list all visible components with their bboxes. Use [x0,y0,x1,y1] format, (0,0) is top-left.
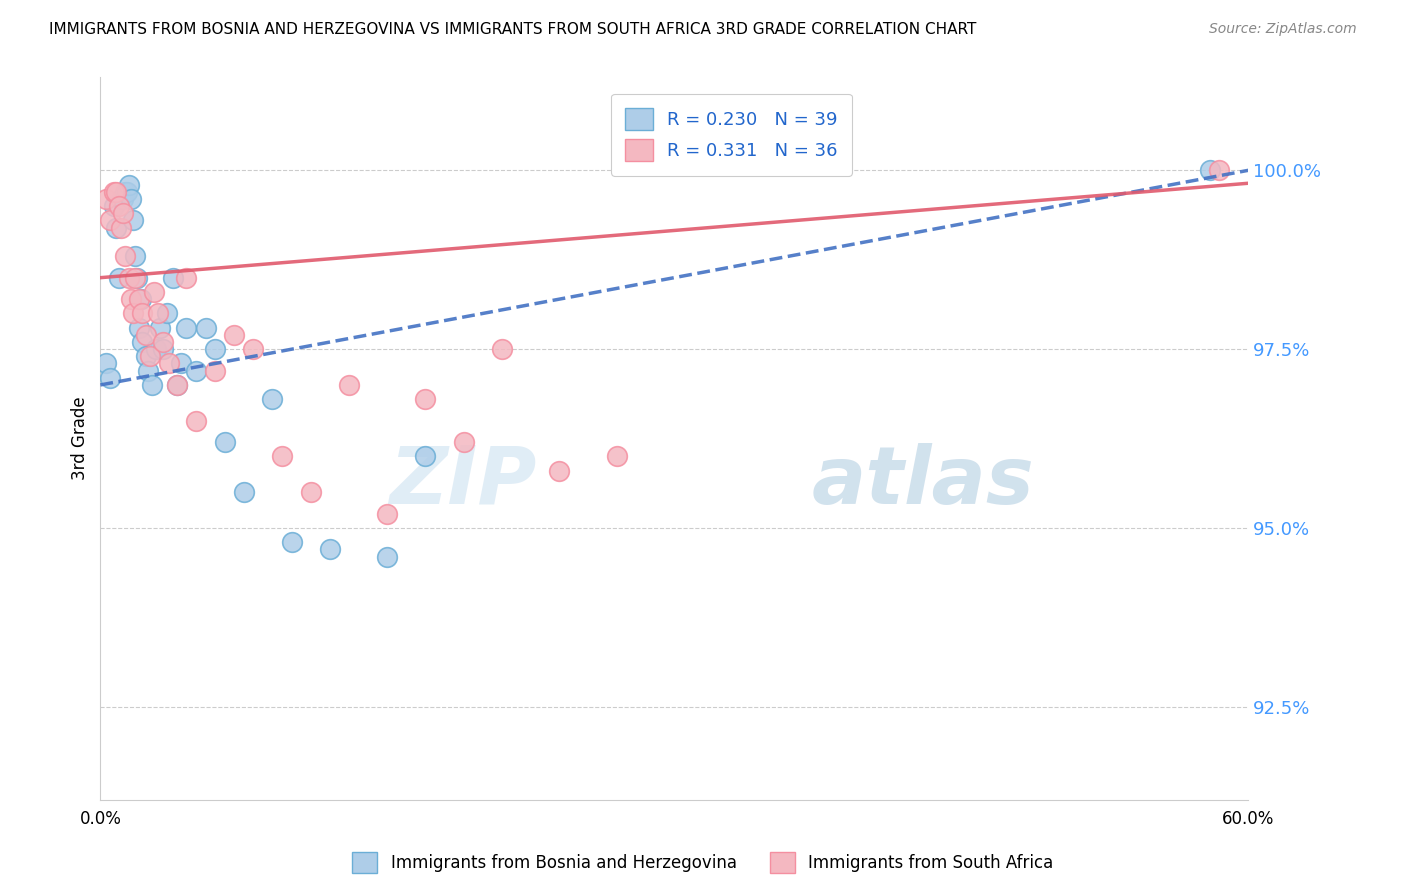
Text: Source: ZipAtlas.com: Source: ZipAtlas.com [1209,22,1357,37]
Point [135,349,157,363]
Point [112,192,135,206]
Point [280,535,302,549]
Text: 60.0%: 60.0% [1222,811,1274,829]
Legend: Immigrants from Bosnia and Herzegovina, Immigrants from South Africa: Immigrants from Bosnia and Herzegovina, … [346,846,1060,880]
Point [110,220,132,235]
Point [170,357,193,371]
Point [108,199,131,213]
Point [135,327,157,342]
Point [146,306,169,320]
Point [337,378,360,392]
Point [129,292,152,306]
Point [375,507,398,521]
Point [162,270,184,285]
Point [194,320,217,334]
Point [115,185,138,199]
Point [136,364,159,378]
Point [184,414,207,428]
Point [128,292,150,306]
Point [156,306,179,320]
Point [114,185,136,199]
Text: ZIP: ZIP [389,443,537,521]
Point [110,192,132,206]
Point [124,270,146,285]
Point [214,435,236,450]
Point [142,285,165,299]
Point [104,220,127,235]
Point [104,185,127,199]
Point [415,392,437,407]
Point [319,542,342,557]
Point [112,206,135,220]
Point [1198,163,1220,178]
Point [124,249,146,263]
Point [120,292,142,306]
Point [375,549,398,564]
Point [149,320,172,334]
Point [94,357,117,371]
Text: IMMIGRANTS FROM BOSNIA AND HERZEGOVINA VS IMMIGRANTS FROM SOUTH AFRICA 3RD GRADE: IMMIGRANTS FROM BOSNIA AND HERZEGOVINA V… [49,22,977,37]
Point [118,270,141,285]
Point [415,450,437,464]
Point [224,327,246,342]
Point [120,192,142,206]
Point [176,320,198,334]
Point [131,334,153,349]
Point [204,342,226,356]
Point [242,342,264,356]
Point [204,364,226,378]
Y-axis label: 3rd Grade: 3rd Grade [72,397,89,481]
Point [232,485,254,500]
Point [152,334,174,349]
Point [271,450,294,464]
Point [491,342,513,356]
Point [128,320,150,334]
Point [103,185,125,199]
Text: atlas: atlas [811,443,1035,521]
Point [152,342,174,356]
Legend: R = 0.230   N = 39, R = 0.331   N = 36: R = 0.230 N = 39, R = 0.331 N = 36 [612,94,852,176]
Point [453,435,475,450]
Point [125,270,148,285]
Point [121,213,143,227]
Point [548,464,571,478]
Point [94,192,117,206]
Point [262,392,284,407]
Point [103,199,125,213]
Point [139,349,162,363]
Point [98,371,121,385]
Point [157,357,180,371]
Point [299,485,322,500]
Point [131,306,153,320]
Point [114,249,136,263]
Text: 0.0%: 0.0% [79,811,121,829]
Point [166,378,188,392]
Point [606,450,628,464]
Point [176,270,198,285]
Point [1208,163,1230,178]
Point [118,178,141,192]
Point [121,306,143,320]
Point [108,270,131,285]
Point [184,364,207,378]
Point [98,213,121,227]
Point [141,378,163,392]
Point [166,378,188,392]
Point [145,342,167,356]
